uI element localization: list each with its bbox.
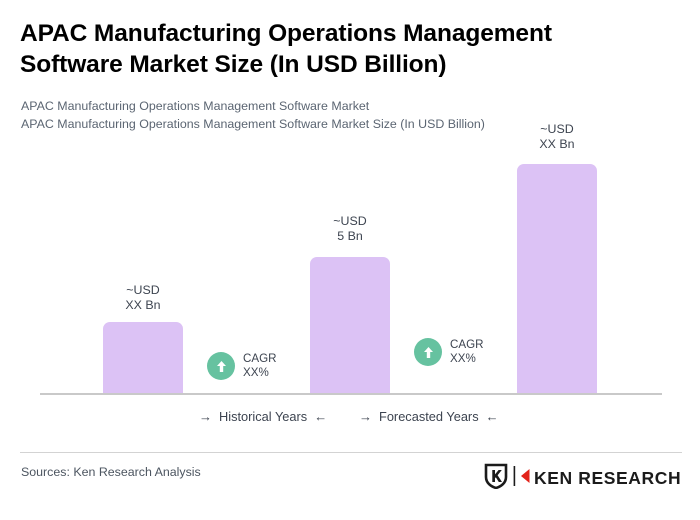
legend-item-historical-years: → Historical Years ← [199, 409, 327, 424]
bar-2[interactable] [517, 164, 597, 394]
ken-research-logo: KEN RESEARCH [484, 463, 681, 494]
bar-value-label-0-line2: XX Bn [125, 297, 161, 312]
bar-value-label-1: ~USD 5 Bn [295, 214, 405, 243]
cagr-annotation-1-line1: CAGR [450, 338, 484, 351]
bar-value-label-1-line1: ~USD [333, 214, 367, 228]
cagr-annotation-0: CAGR XX% [207, 352, 277, 380]
subtitle-line-2: APAC Manufacturing Operations Management… [21, 117, 485, 131]
subtitle-block: APAC Manufacturing Operations Management… [21, 97, 681, 133]
bar-value-label-2-line1: ~USD [540, 122, 574, 136]
arrow-up-icon [207, 352, 235, 380]
arrow-left-icon: ← [485, 409, 499, 424]
period-legend: → Historical Years ← → Forecasted Years … [0, 409, 700, 429]
sources-text: Sources: Ken Research Analysis [21, 465, 201, 479]
chart-plot-area: ~USD XX Bn ~USD 5 Bn ~USD XX Bn CAGR [0, 120, 700, 398]
logo-divider-bar [512, 466, 517, 491]
arrow-right-icon: → [359, 409, 372, 424]
cagr-annotation-1: CAGR XX% [414, 338, 484, 366]
arrow-right-icon: → [199, 409, 212, 424]
bar-value-label-0-line1: ~USD [126, 283, 160, 297]
arrow-left-icon: ← [314, 409, 328, 424]
cagr-annotation-0-line1: CAGR [243, 352, 277, 365]
bar-value-label-2: ~USD XX Bn [502, 122, 612, 151]
arrow-up-icon [414, 338, 442, 366]
logo-wordmark: KEN RESEARCH [534, 467, 682, 488]
cagr-annotation-0-line2: XX% [243, 366, 269, 379]
bar-value-label-0: ~USD XX Bn [88, 283, 198, 312]
subtitle-line-1: APAC Manufacturing Operations Management… [21, 99, 370, 113]
cagr-annotation-1-text: CAGR XX% [450, 338, 484, 366]
bar-0[interactable] [103, 322, 183, 394]
legend-item-forecasted-years-label: Forecasted Years [379, 409, 479, 424]
axis-baseline [40, 393, 662, 395]
ken-shield-icon [484, 463, 508, 494]
bar-value-label-2-line2: XX Bn [539, 136, 575, 151]
bar-1[interactable] [310, 257, 390, 394]
logo-accent-icon [521, 469, 530, 488]
footer-divider [20, 452, 682, 453]
cagr-annotation-0-text: CAGR XX% [243, 352, 277, 380]
bar-value-label-1-line2: 5 Bn [337, 228, 363, 243]
cagr-annotation-1-line2: XX% [450, 352, 476, 365]
page-title: APAC Manufacturing Operations Management… [20, 20, 552, 78]
legend-item-forecasted-years: → Forecasted Years ← [359, 409, 499, 424]
legend-item-historical-years-label: Historical Years [219, 409, 308, 424]
